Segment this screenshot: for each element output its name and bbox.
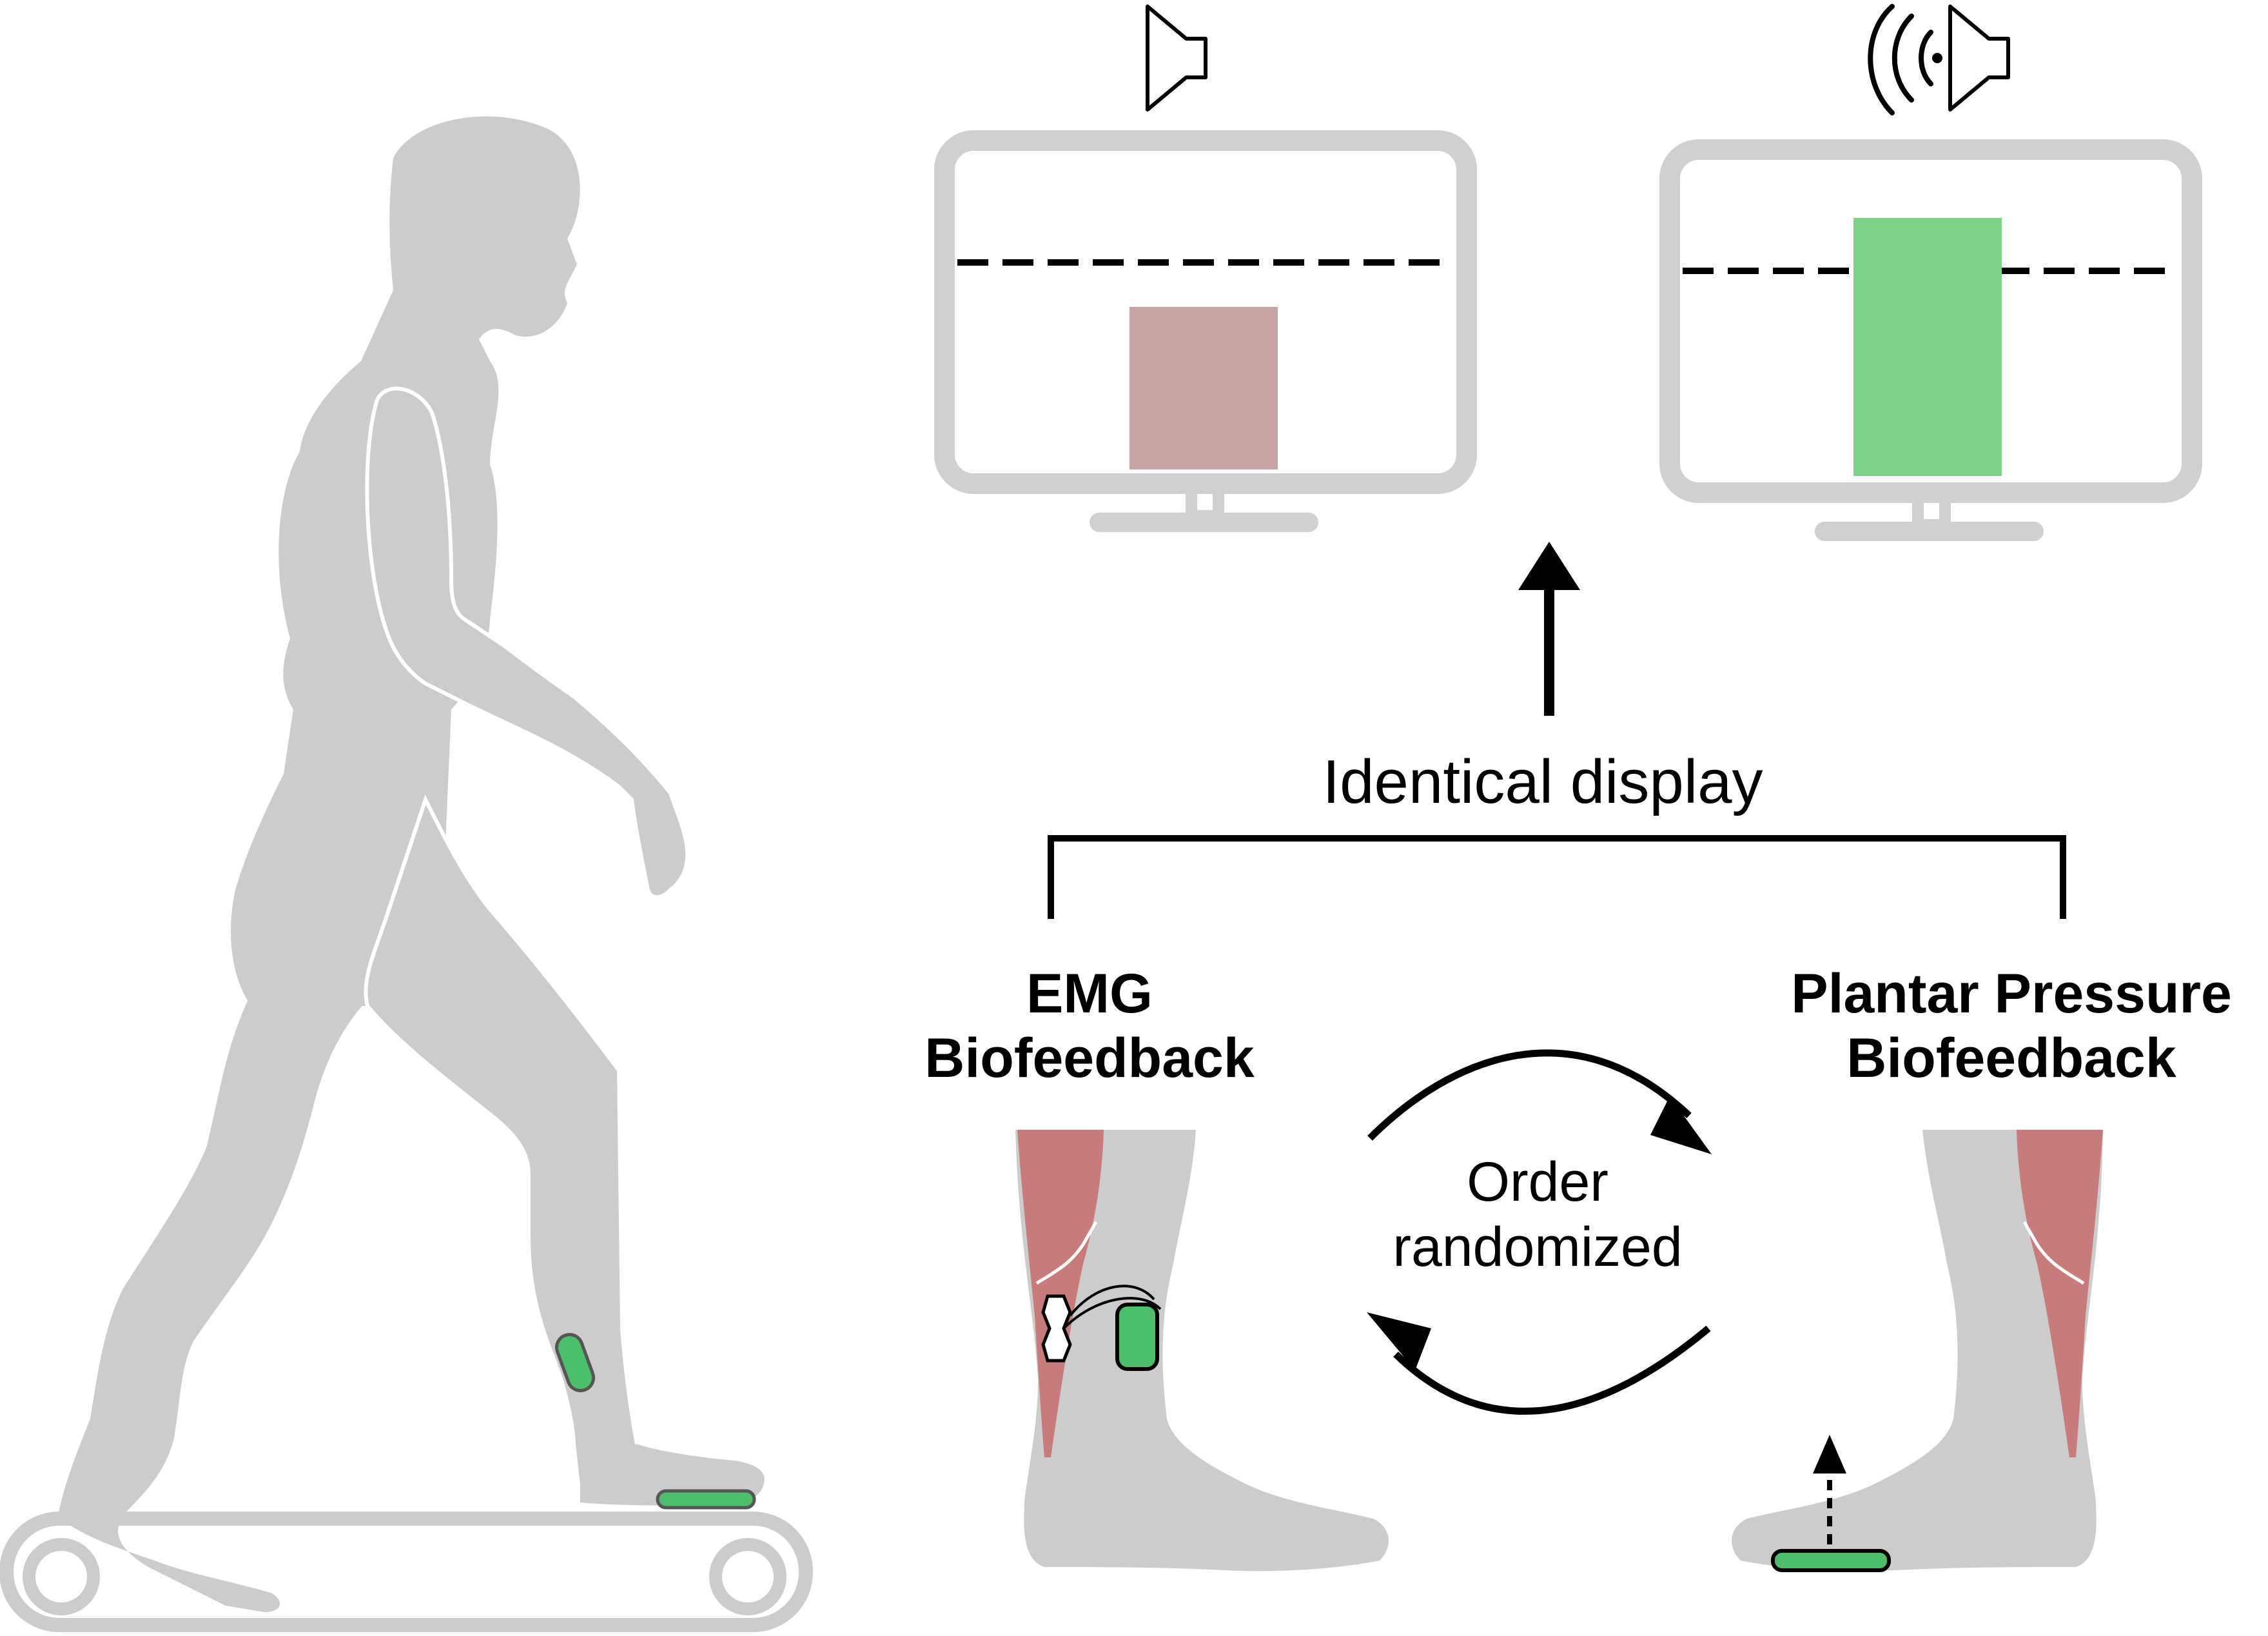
- monitor-neck: [1186, 478, 1224, 522]
- emg-electrode: [1115, 1303, 1159, 1371]
- leg-skin: [1732, 1130, 2103, 1572]
- plantar-label-line2: Biofeedback: [1846, 1027, 2176, 1089]
- treadmill-roller-left: [23, 1538, 100, 1615]
- monitor-neck: [1912, 487, 1951, 531]
- up-arrow: [1518, 542, 1580, 716]
- plantar-feedback-bar: [1853, 218, 2002, 476]
- plantar-display-monitor: [1659, 139, 2202, 541]
- emg-display-monitor: [934, 130, 1477, 532]
- front-leg: [364, 794, 647, 1505]
- plantar-label-line1: Plantar Pressure: [1791, 963, 2232, 1025]
- electrode-wires: [1062, 1285, 1162, 1330]
- tendon-line: [1035, 1221, 1098, 1285]
- order-label-line1: Order: [1467, 1151, 1608, 1213]
- speaker-icon: [1146, 5, 1207, 112]
- emg-label-line1: EMG: [1026, 963, 1153, 1025]
- insole-sensor: [1771, 1549, 1891, 1572]
- calf-muscle: [2017, 1130, 2103, 1457]
- pressure-arrow-head: [1813, 1435, 1846, 1473]
- tendon-line: [2022, 1221, 2085, 1285]
- order-arrows: [1367, 1049, 1712, 1415]
- emg-lower-leg: [1015, 1130, 1389, 1572]
- speaker-with-sound-icon: [1868, 4, 2010, 115]
- calf-muscle: [1017, 1130, 1104, 1457]
- reference-electrode: [1041, 1294, 1072, 1363]
- walking-person-figure: [58, 116, 765, 1612]
- treadmill-belt: [0, 1512, 813, 1632]
- plantar-lower-leg: [1732, 1130, 2103, 1572]
- treadmill-roller-right: [709, 1538, 787, 1615]
- leg-skin: [1015, 1130, 1389, 1572]
- calf-emg-sensor: [554, 1333, 596, 1392]
- head: [393, 116, 580, 342]
- emg-feedback-bar: [1129, 307, 1278, 469]
- insole-pressure-sensor: [656, 1489, 756, 1510]
- arm: [365, 386, 690, 900]
- torso: [231, 158, 499, 1006]
- back-leg: [58, 993, 374, 1612]
- treadmill: [0, 1512, 813, 1632]
- order-label-line2: randomized: [1393, 1216, 1682, 1278]
- identical-display-label: Identical display: [1322, 747, 1763, 816]
- bracket: [1048, 835, 2066, 919]
- emg-label-line2: Biofeedback: [924, 1027, 1255, 1089]
